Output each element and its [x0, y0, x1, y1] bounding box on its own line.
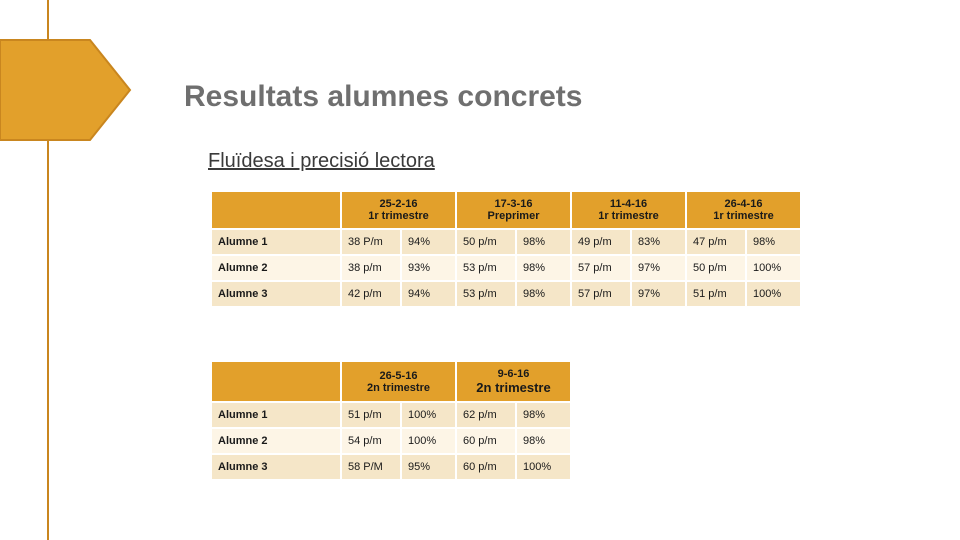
cell: 54 p/m: [341, 428, 401, 454]
cell: 38 p/m: [341, 255, 401, 281]
hdr-sub: 1r trimestre: [348, 210, 449, 222]
row-label: Alumne 1: [211, 402, 341, 428]
hdr-date: 17-3-16: [495, 198, 533, 210]
hdr-date: 11-4-16: [610, 198, 647, 210]
cell: 98%: [516, 255, 571, 281]
table-row: Alumne 2 54 p/m 100% 60 p/m 98%: [211, 428, 571, 454]
side-decoration: [0, 0, 140, 540]
cell: 94%: [401, 229, 456, 255]
cell: 100%: [746, 255, 801, 281]
table-trimester-2: 26-5-16 2n trimestre 9-6-16 2n trimestre…: [210, 360, 572, 481]
cell: 95%: [401, 454, 456, 480]
cell: 94%: [401, 281, 456, 307]
hdr-date: 26-4-16: [725, 198, 763, 210]
hdr-date: 25-2-16: [380, 198, 418, 210]
cell: 38 P/m: [341, 229, 401, 255]
cell: 60 p/m: [456, 428, 516, 454]
table-row: Alumne 1 51 p/m 100% 62 p/m 98%: [211, 402, 571, 428]
table2-header-empty: [211, 361, 341, 402]
cell: 42 p/m: [341, 281, 401, 307]
table1-header-2: 11-4-16 1r trimestre: [571, 191, 686, 229]
cell: 49 p/m: [571, 229, 631, 255]
cell: 58 P/M: [341, 454, 401, 480]
hdr-sub: 2n trimestre: [348, 382, 449, 394]
cell: 53 p/m: [456, 255, 516, 281]
hdr-sub: 1r trimestre: [693, 210, 794, 222]
page-subtitle: Fluïdesa i precisió lectora: [208, 150, 435, 173]
cell: 57 p/m: [571, 255, 631, 281]
row-label: Alumne 3: [211, 281, 341, 307]
hdr-date: 9-6-16: [498, 368, 530, 380]
cell: 100%: [746, 281, 801, 307]
cell: 51 p/m: [686, 281, 746, 307]
cell: 98%: [516, 229, 571, 255]
cell: 98%: [516, 281, 571, 307]
cell: 98%: [516, 428, 571, 454]
table2-header-1: 9-6-16 2n trimestre: [456, 361, 571, 402]
cell: 97%: [631, 255, 686, 281]
cell: 97%: [631, 281, 686, 307]
table-row: Alumne 3 58 P/M 95% 60 p/m 100%: [211, 454, 571, 480]
cell: 53 p/m: [456, 281, 516, 307]
cell: 93%: [401, 255, 456, 281]
cell: 60 p/m: [456, 454, 516, 480]
cell: 47 p/m: [686, 229, 746, 255]
cell: 100%: [401, 428, 456, 454]
cell: 51 p/m: [341, 402, 401, 428]
table1-header-empty: [211, 191, 341, 229]
page-title: Resultats alumnes concrets: [184, 80, 582, 114]
cell: 100%: [401, 402, 456, 428]
slide-root: Resultats alumnes concrets Fluïdesa i pr…: [0, 0, 960, 540]
hdr-sub: Preprimer: [463, 210, 564, 222]
table-row: Alumne 2 38 p/m 93% 53 p/m 98% 57 p/m 97…: [211, 255, 801, 281]
cell: 50 p/m: [686, 255, 746, 281]
row-label: Alumne 2: [211, 255, 341, 281]
row-label: Alumne 2: [211, 428, 341, 454]
table1-header-0: 25-2-16 1r trimestre: [341, 191, 456, 229]
table1-header-1: 17-3-16 Preprimer: [456, 191, 571, 229]
cell: 100%: [516, 454, 571, 480]
table-row: Alumne 3 42 p/m 94% 53 p/m 98% 57 p/m 97…: [211, 281, 801, 307]
hdr-sub: 1r trimestre: [578, 210, 679, 222]
table1-header-row: 25-2-16 1r trimestre 17-3-16 Preprimer 1…: [211, 191, 801, 229]
table2-header-0: 26-5-16 2n trimestre: [341, 361, 456, 402]
row-label: Alumne 3: [211, 454, 341, 480]
cell: 83%: [631, 229, 686, 255]
hdr-date: 26-5-16: [380, 370, 418, 382]
hdr-sub: 2n trimestre: [463, 380, 564, 395]
table2-header-row: 26-5-16 2n trimestre 9-6-16 2n trimestre: [211, 361, 571, 402]
cell: 98%: [746, 229, 801, 255]
table-row: Alumne 1 38 P/m 94% 50 p/m 98% 49 p/m 83…: [211, 229, 801, 255]
cell: 50 p/m: [456, 229, 516, 255]
cell: 98%: [516, 402, 571, 428]
table1-header-3: 26-4-16 1r trimestre: [686, 191, 801, 229]
table-trimester-1: 25-2-16 1r trimestre 17-3-16 Preprimer 1…: [210, 190, 802, 308]
cell: 62 p/m: [456, 402, 516, 428]
cell: 57 p/m: [571, 281, 631, 307]
row-label: Alumne 1: [211, 229, 341, 255]
